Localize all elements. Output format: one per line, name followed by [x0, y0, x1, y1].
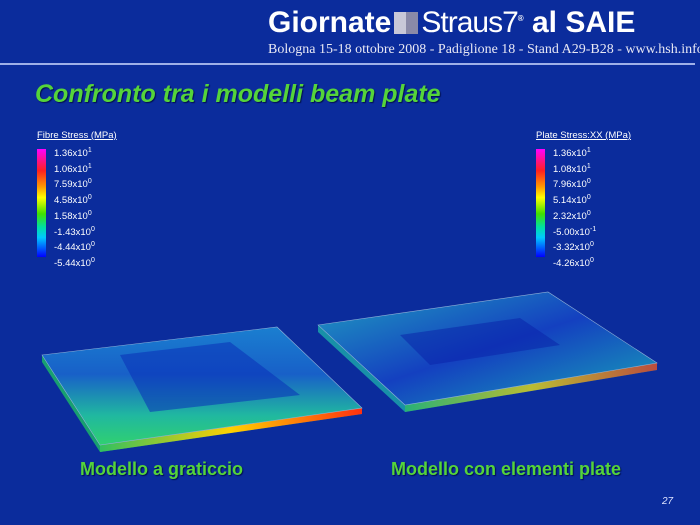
exponent: 0	[90, 225, 95, 233]
exponent: 1	[586, 147, 591, 154]
mantissa: -4.44x10	[54, 242, 91, 254]
exponent: 0	[589, 256, 594, 264]
exponent: 1	[87, 147, 92, 154]
legend-value: 4.58x100	[54, 194, 92, 206]
legend-value: 5.14x100	[553, 194, 591, 206]
legend-value: 7.59x100	[54, 178, 92, 190]
legend-value: 1.36x101	[54, 147, 92, 159]
legend-value: 2.32x100	[553, 210, 591, 222]
exponent: 0	[586, 178, 591, 186]
plate-model	[317, 291, 658, 412]
exponent: 1	[586, 162, 591, 170]
legend-value: -3.32x100	[553, 241, 594, 253]
mantissa: -5.00x10	[553, 226, 590, 238]
legend-value: -4.26x100	[553, 257, 594, 269]
color-scale-bar	[536, 149, 545, 257]
mantissa: 1.08x10	[553, 163, 587, 175]
title-left: Giornate	[268, 6, 392, 39]
exponent: 0	[589, 241, 594, 249]
exponent: 0	[87, 194, 92, 202]
mantissa: -4.26x10	[553, 258, 590, 270]
straus7-logo-icon	[394, 12, 419, 34]
mantissa: 1.36x10	[54, 148, 88, 160]
legend-value: 1.06x101	[54, 163, 92, 175]
mantissa: 1.36x10	[553, 148, 587, 160]
mantissa: 1.06x10	[54, 163, 88, 175]
header-subtitle: Bologna 15-18 ottobre 2008 - Padiglione …	[268, 42, 700, 57]
page-number: 27	[662, 496, 674, 507]
exponent: 0	[87, 178, 92, 186]
exponent: 0	[90, 256, 95, 264]
legend-value: 1.08x101	[553, 163, 591, 175]
title-right: al SAIE	[532, 6, 636, 39]
legend-plate-stress: Plate Stress:XX (MPa) 1.36x101 1.08x101 7.…	[536, 130, 632, 269]
beam-grid-model	[41, 326, 363, 452]
legend-value: -5.44x100	[54, 257, 95, 269]
exponent: 0	[586, 209, 591, 217]
exponent: 0	[90, 241, 95, 249]
exponent: -1	[589, 225, 597, 233]
exponent: 1	[87, 162, 92, 170]
exponent: 0	[87, 209, 92, 217]
brand: Straus7	[421, 6, 518, 39]
mantissa: 7.96x10	[553, 179, 587, 191]
mantissa: 4.58x10	[54, 195, 88, 207]
legend-title: Plate Stress:XX (MPa)	[536, 130, 632, 141]
legend-value: -4.44x100	[54, 241, 95, 253]
header-title: Giornate Straus7® al SAIE	[268, 6, 636, 39]
legend-value: 1.36x101	[553, 147, 591, 159]
legend-value: 7.96x100	[553, 178, 591, 190]
legend-value: -1.43x100	[54, 226, 95, 238]
exponent: 0	[586, 194, 591, 202]
mantissa: -1.43x10	[54, 226, 91, 238]
mantissa: -5.44x10	[54, 258, 91, 270]
legend-fibre-stress: Fibre Stress (MPa) 1.36x101 1.06x101 7.59x…	[37, 130, 117, 269]
legend-title: Fibre Stress (MPa)	[37, 130, 117, 141]
caption-plate-model: Modello con elementi plate	[391, 459, 622, 479]
legend-value: 1.58x100	[54, 210, 92, 222]
mantissa: 7.59x10	[54, 179, 88, 191]
mantissa: -3.32x10	[553, 242, 590, 254]
color-scale-bar	[37, 149, 46, 257]
slide-title: Confronto tra i modelli beam plate	[35, 80, 441, 108]
legend-value: -5.00x10-1	[553, 226, 596, 238]
mantissa: 2.32x10	[553, 210, 587, 222]
mantissa: 1.58x10	[54, 210, 88, 222]
header-divider	[0, 63, 695, 65]
caption-beam-grid-model: Modello a graticcio	[80, 459, 244, 479]
mantissa: 5.14x10	[553, 195, 587, 207]
